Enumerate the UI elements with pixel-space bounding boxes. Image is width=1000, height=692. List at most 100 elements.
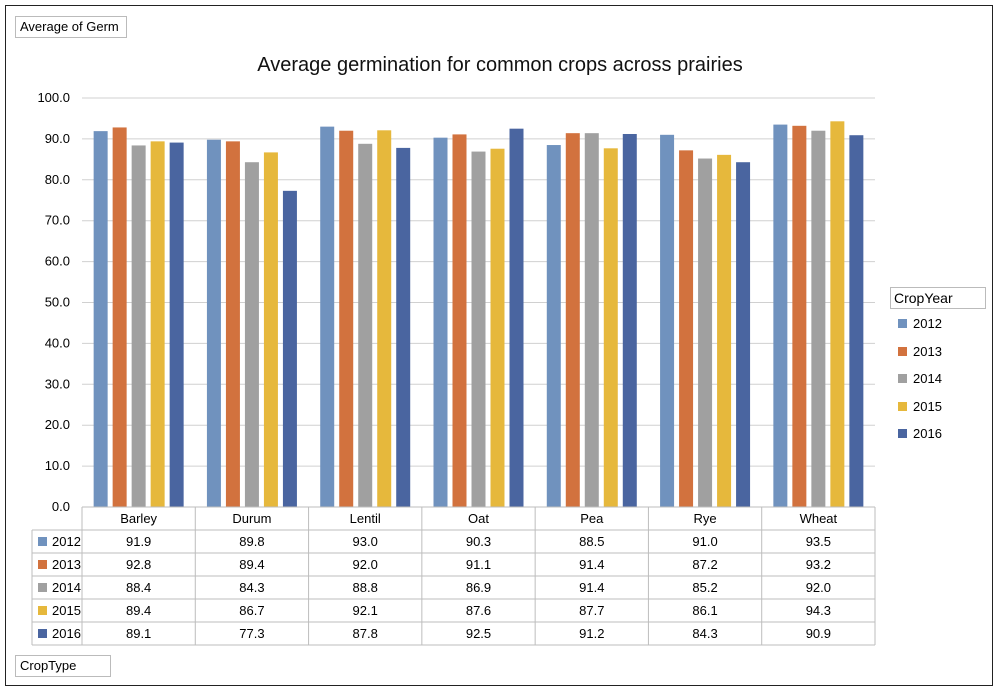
table-cell: 87.6 <box>466 603 491 618</box>
legend-item-2015: 2015 <box>898 399 942 414</box>
bar-lentil-2013 <box>339 130 354 507</box>
table-cell: 90.9 <box>806 626 831 641</box>
table-cell: 91.1 <box>466 557 491 572</box>
table-series-label: 2015 <box>52 603 81 618</box>
bar-wheat-2016 <box>849 135 864 507</box>
legend-swatch <box>898 429 907 438</box>
category-label: Oat <box>468 511 489 526</box>
table-cell: 87.7 <box>579 603 604 618</box>
table-cell: 92.8 <box>126 557 151 572</box>
legend-label: 2016 <box>913 426 942 441</box>
table-cell: 91.2 <box>579 626 604 641</box>
table-cell: 84.3 <box>239 580 264 595</box>
table-cell: 93.5 <box>806 534 831 549</box>
row-field-button[interactable]: CropType <box>15 655 111 677</box>
y-tick-label: 30.0 <box>45 376 70 391</box>
table-cell: 90.3 <box>466 534 491 549</box>
bar-oat-2016 <box>509 128 524 508</box>
table-series-label: 2013 <box>52 557 81 572</box>
table-cell: 88.4 <box>126 580 151 595</box>
legend-title-button[interactable]: CropYear <box>890 287 986 309</box>
legend-item-2012: 2012 <box>898 316 942 331</box>
table-legend-key-2014 <box>38 583 47 592</box>
bar-barley-2014 <box>131 145 146 507</box>
category-label: Rye <box>694 511 717 526</box>
data-field-button[interactable]: Average of Germ <box>15 16 127 38</box>
bar-rye-2016 <box>736 162 751 507</box>
table-cell: 92.5 <box>466 626 491 641</box>
table-cell: 91.4 <box>579 557 604 572</box>
table-cell: 84.3 <box>692 626 717 641</box>
y-tick-label: 70.0 <box>45 213 70 228</box>
legend-item-2013: 2013 <box>898 344 942 359</box>
table-series-label: 2012 <box>52 534 81 549</box>
table-series-label: 2016 <box>52 626 81 641</box>
legend-label: 2014 <box>913 371 942 386</box>
table-legend-key-2013 <box>38 560 47 569</box>
table-cell: 92.0 <box>806 580 831 595</box>
y-tick-label: 0.0 <box>52 499 70 514</box>
legend-swatch <box>898 346 907 356</box>
table-cell: 92.1 <box>353 603 378 618</box>
bar-lentil-2012 <box>320 126 335 507</box>
table-legend-key-2012 <box>38 537 47 546</box>
legend-swatch <box>898 401 907 411</box>
bar-durum-2016 <box>282 190 297 507</box>
table-legend-key-2016 <box>38 629 47 638</box>
table-series-label: 2014 <box>52 580 81 595</box>
bar-rye-2015 <box>717 154 732 507</box>
bar-durum-2013 <box>225 141 240 507</box>
table-cell: 91.9 <box>126 534 151 549</box>
table-cell: 89.1 <box>126 626 151 641</box>
legend-swatch <box>898 374 907 383</box>
bar-lentil-2015 <box>377 130 392 507</box>
bar-oat-2015 <box>490 148 505 507</box>
bar-rye-2013 <box>679 150 694 508</box>
bar-pea-2013 <box>565 133 580 507</box>
table-cell: 88.8 <box>353 580 378 595</box>
bar-rye-2014 <box>698 158 713 508</box>
bar-pea-2015 <box>603 148 618 507</box>
bar-pea-2014 <box>584 133 599 507</box>
bar-barley-2012 <box>93 131 108 507</box>
bar-oat-2013 <box>452 134 467 507</box>
bar-lentil-2016 <box>396 147 411 507</box>
table-cell: 87.2 <box>692 557 717 572</box>
legend-item-2014: 2014 <box>898 371 942 386</box>
bar-durum-2012 <box>206 139 221 507</box>
legend-item-2016: 2016 <box>898 426 942 441</box>
y-tick-label: 10.0 <box>45 458 70 473</box>
table-legend-key-2015 <box>38 606 47 615</box>
y-tick-label: 90.0 <box>45 131 70 146</box>
bar-pea-2016 <box>622 133 637 507</box>
table-cell: 91.4 <box>579 580 604 595</box>
table-cell: 86.1 <box>692 603 717 618</box>
table-cell: 89.4 <box>126 603 151 618</box>
table-cell: 89.8 <box>239 534 264 549</box>
y-tick-label: 50.0 <box>45 295 70 310</box>
legend-swatch <box>898 319 907 328</box>
bar-durum-2015 <box>263 152 278 507</box>
bar-wheat-2014 <box>811 130 826 507</box>
table-cell: 77.3 <box>239 626 264 641</box>
table-cell: 86.7 <box>239 603 264 618</box>
y-tick-label: 80.0 <box>45 172 70 187</box>
bar-oat-2014 <box>471 151 486 508</box>
table-cell: 93.2 <box>806 557 831 572</box>
table-cell: 87.8 <box>353 626 378 641</box>
bar-oat-2012 <box>433 137 448 507</box>
chart-title: Average germination for common crops acr… <box>257 54 743 76</box>
table-cell: 88.5 <box>579 534 604 549</box>
table-cell: 85.2 <box>692 580 717 595</box>
legend-label: 2013 <box>913 343 942 359</box>
category-label: Pea <box>580 511 604 526</box>
bar-barley-2013 <box>112 127 127 507</box>
bar-barley-2016 <box>169 142 184 507</box>
table-cell: 93.0 <box>353 534 378 549</box>
y-tick-label: 100.0 <box>37 90 70 105</box>
bar-lentil-2014 <box>358 143 373 508</box>
bar-pea-2012 <box>546 145 561 507</box>
bar-wheat-2013 <box>792 125 807 507</box>
legend-label: 2012 <box>913 316 942 331</box>
